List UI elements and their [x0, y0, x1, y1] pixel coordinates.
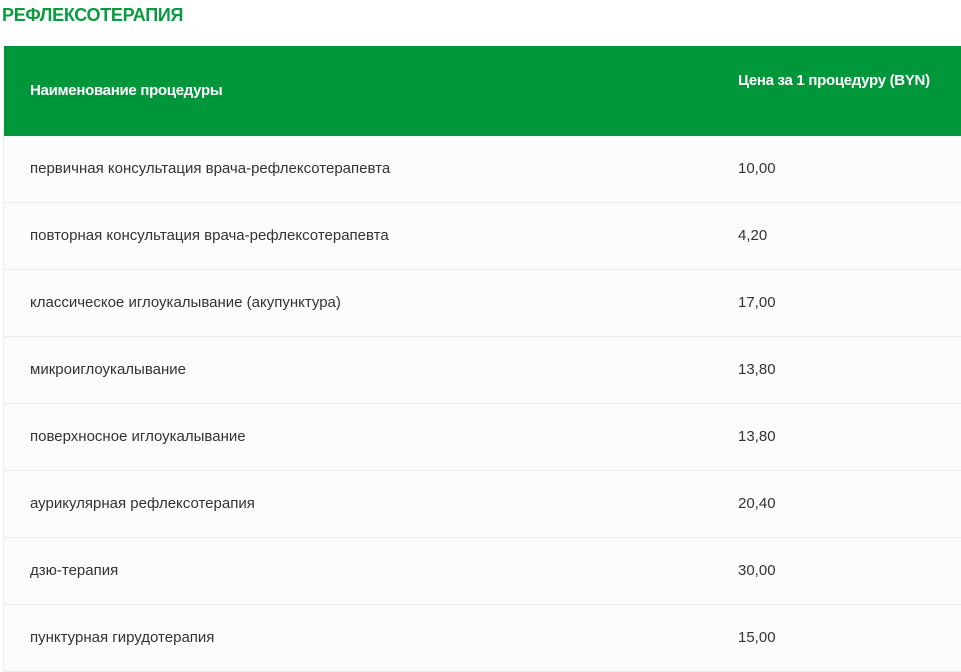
procedure-price: 20,40 — [738, 495, 776, 512]
procedure-price: 15,00 — [738, 629, 776, 646]
table-row: дзю-терапия 30,00 — [4, 538, 961, 605]
procedure-price: 17,00 — [738, 294, 776, 311]
procedure-price: 4,20 — [738, 227, 768, 244]
procedure-name: микроиглоукалывание — [30, 361, 186, 378]
page-title: РЕФЛЕКСОТЕРАПИЯ — [2, 5, 184, 25]
table-row: пунктурная гирудотерапия 15,00 — [4, 605, 961, 672]
table-row: аурикулярная рефлексотерапия 20,40 — [4, 471, 961, 538]
table-row: повторная консультация врача-рефлексотер… — [4, 203, 961, 270]
procedure-price: 10,00 — [738, 160, 776, 177]
header-procedure-name: Наименование процедуры — [30, 82, 223, 99]
procedure-price: 13,80 — [738, 428, 776, 445]
procedure-name: повторная консультация врача-рефлексотер… — [30, 227, 389, 244]
procedure-name: поверхносное иглоукалывание — [30, 428, 246, 445]
table-header: Наименование процедуры Цена за 1 процеду… — [4, 46, 961, 136]
header-price: Цена за 1 процедуру (BYN) — [738, 72, 930, 89]
procedure-name: первичная консультация врача-рефлексотер… — [30, 160, 391, 177]
procedure-name: классическое иглоукалывание (акупунктура… — [30, 294, 341, 311]
table-row: классическое иглоукалывание (акупунктура… — [4, 270, 961, 337]
table-row: микроиглоукалывание 13,80 — [4, 337, 961, 404]
table-row: поверхносное иглоукалывание 13,80 — [4, 404, 961, 471]
procedure-price: 13,80 — [738, 361, 776, 378]
table-row: первичная консультация врача-рефлексотер… — [4, 136, 961, 203]
procedure-price: 30,00 — [738, 562, 776, 579]
price-table: Наименование процедуры Цена за 1 процеду… — [3, 46, 961, 672]
procedure-name: пунктурная гирудотерапия — [30, 629, 215, 646]
procedure-name: аурикулярная рефлексотерапия — [30, 495, 255, 512]
procedure-name: дзю-терапия — [30, 562, 119, 579]
